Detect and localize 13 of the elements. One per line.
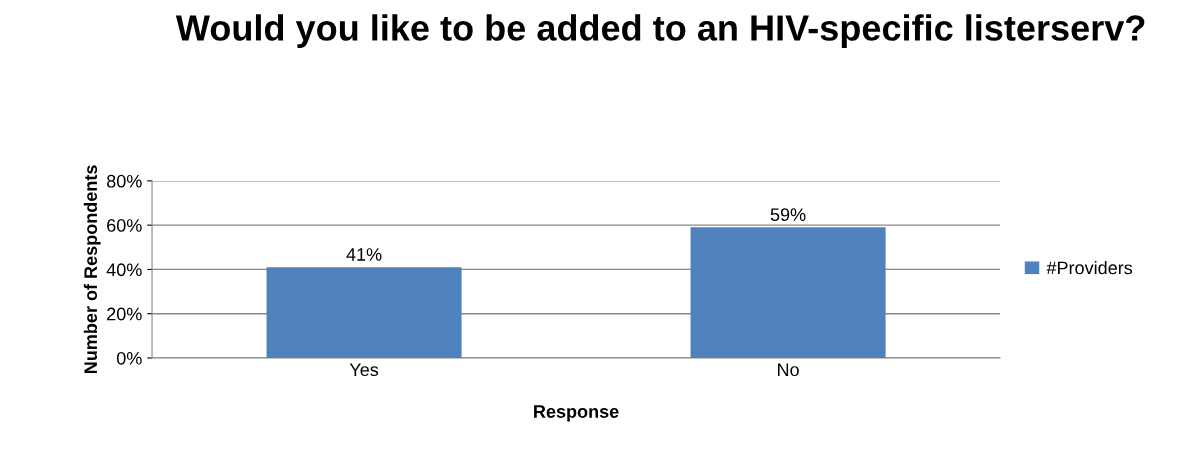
legend-label: #Providers [1046, 261, 1133, 275]
data-label: 41% [346, 248, 382, 261]
x-tick-label: Yes [349, 363, 379, 377]
y-tick-label: 80% [106, 174, 142, 188]
y-tick-label: 20% [107, 307, 142, 321]
y-tick-label: 0% [116, 351, 142, 365]
x-tick-label: No [778, 363, 799, 377]
y-tick-label: 40% [106, 263, 142, 277]
chart-title: Would you like to be added to an HIV-specific listerserv? [175, 14, 1145, 48]
x-axis-title: Response [534, 405, 619, 422]
data-label: 59% [770, 208, 806, 222]
y-tick-label: 60% [107, 219, 142, 232]
y-axis-title: Number of Respondents [83, 165, 101, 374]
